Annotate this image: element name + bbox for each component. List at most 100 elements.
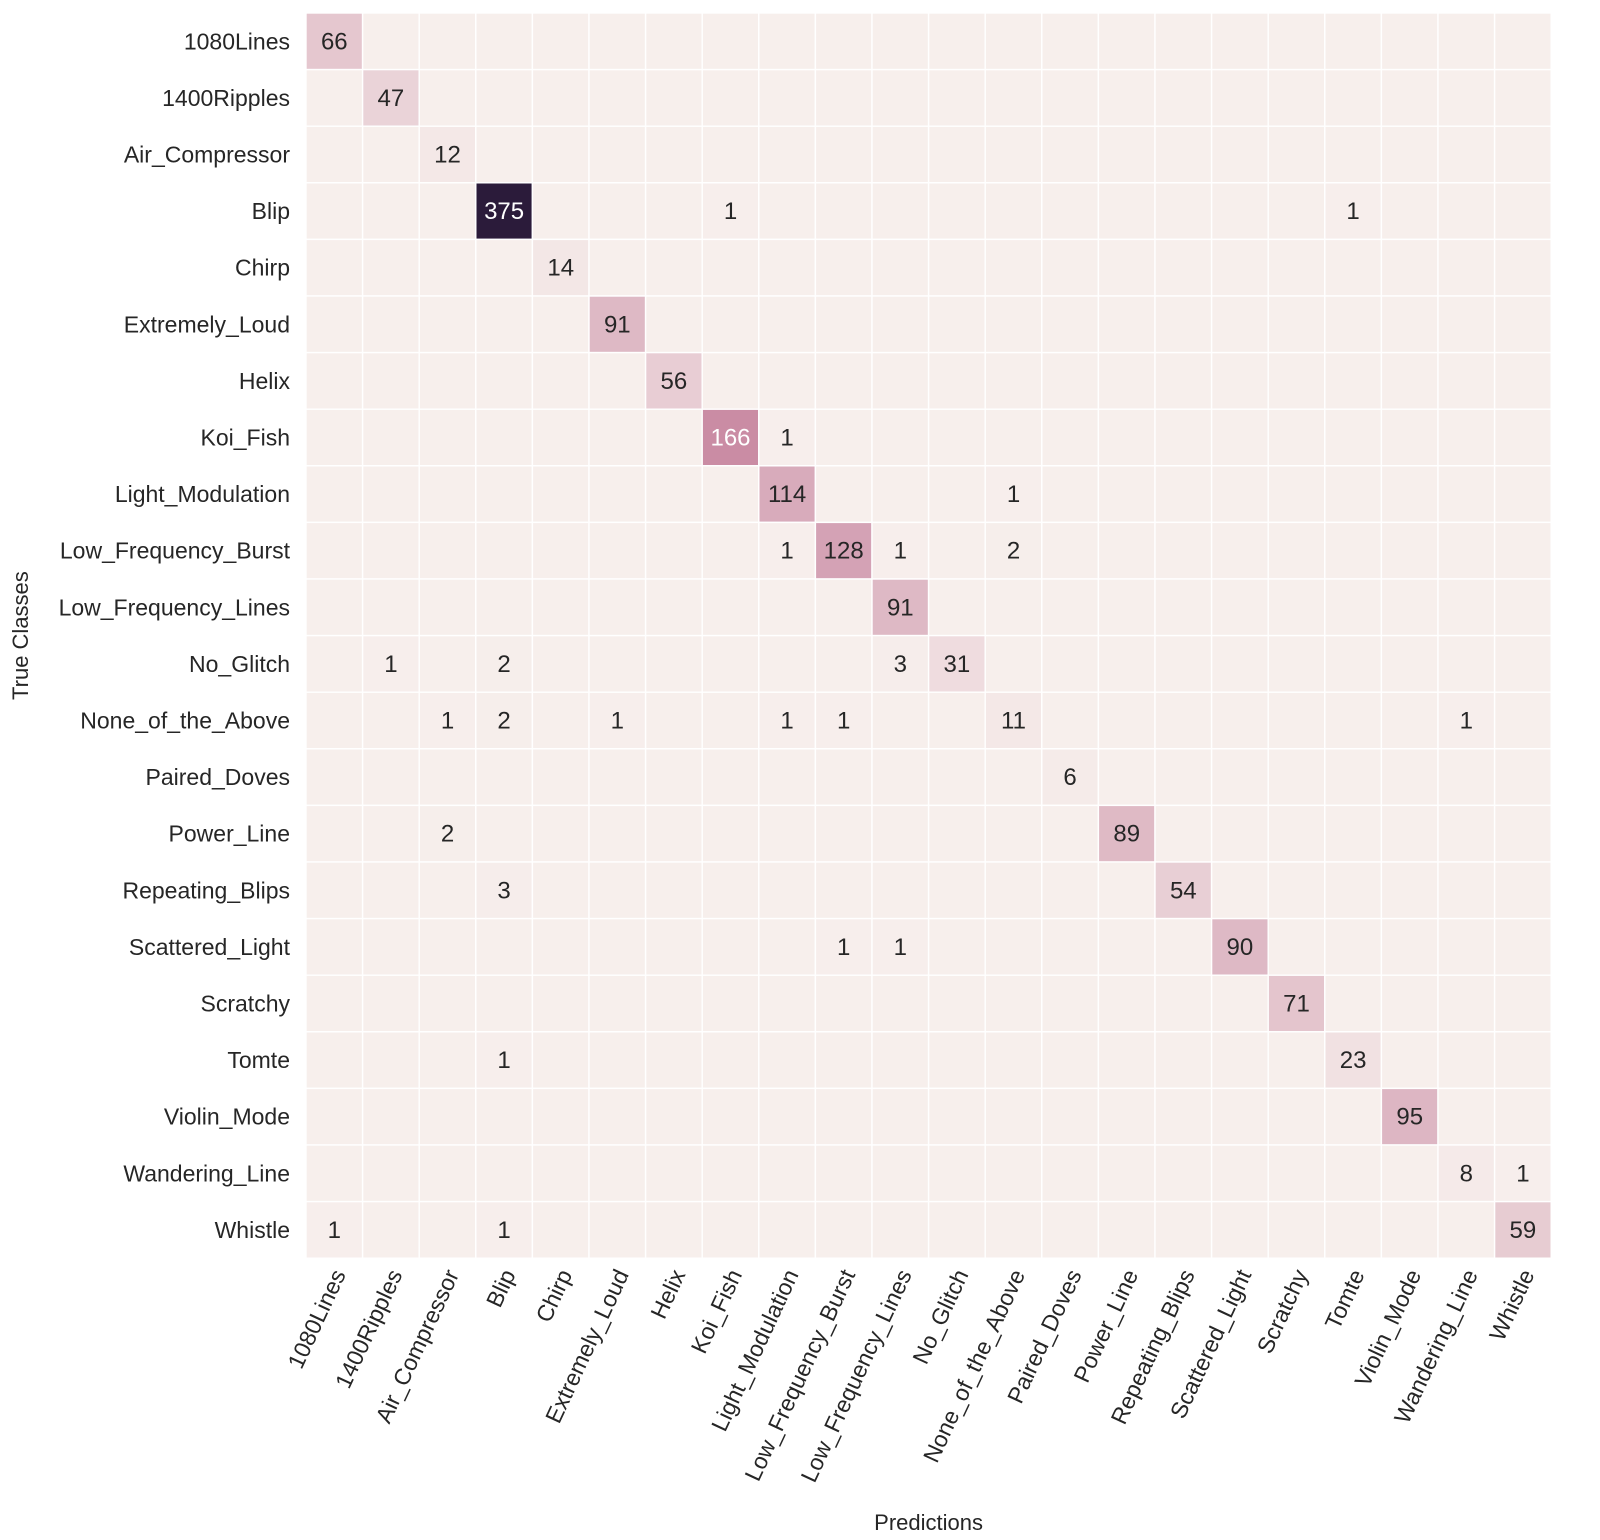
- heatmap-cell-low-frequency-burst-air-compressor: [418, 521, 477, 580]
- heatmap-cell-scratchy-blip: [475, 974, 534, 1033]
- heatmap-cell-1080lines-no-glitch: [927, 12, 986, 71]
- cell-value-label: 12: [434, 142, 461, 169]
- heatmap-cell-scattered-light-violin-mode: [1380, 917, 1439, 976]
- heatmap-cell-power-line-scratchy: [1267, 804, 1326, 863]
- heatmap-cell-low-frequency-burst-wandering-line: [1437, 521, 1496, 580]
- heatmap-cell-no-glitch-chirp: [531, 634, 590, 693]
- y-tick-label-helix: Helix: [239, 368, 291, 394]
- heatmap-cell-paired-doves-light-modulation: [758, 748, 817, 807]
- heatmap-cell-no-glitch-paired-doves: [1041, 634, 1100, 693]
- heatmap-cell-paired-doves-repeating-blips: [1154, 748, 1213, 807]
- heatmap-cell-paired-doves-low-frequency-lines: [871, 748, 930, 807]
- y-tick-label-scattered-light: Scattered_Light: [129, 934, 291, 960]
- heatmap-cell-wandering-line-air-compressor: [418, 1144, 477, 1203]
- y-tick-label-none-of-the-above: None_of_the_Above: [80, 708, 290, 734]
- heatmap-cell-paired-doves-wandering-line: [1437, 748, 1496, 807]
- heatmap-cell-low-frequency-burst-low-frequency-burst: [814, 521, 873, 580]
- heatmap-cell-power-line-chirp: [531, 804, 590, 863]
- heatmap-cell-low-frequency-burst-chirp: [531, 521, 590, 580]
- heatmap-cell-low-frequency-lines-wandering-line: [1437, 578, 1496, 637]
- heatmap-cell-blip-scratchy: [1267, 182, 1326, 241]
- heatmap-cell-power-line-power-line: [1097, 804, 1156, 863]
- heatmap-cell-none-of-the-above-no-glitch: [927, 691, 986, 750]
- heatmap-cell-1080lines-scratchy: [1267, 12, 1326, 71]
- cell-value-label: 66: [321, 28, 348, 55]
- x-axis-title: Predictions: [874, 1510, 983, 1535]
- heatmap-cell-low-frequency-burst-tomte: [1324, 521, 1383, 580]
- heatmap-cell-repeating-blips-blip: [475, 861, 534, 920]
- heatmap-cell-1400ripples-light-modulation: [758, 68, 817, 127]
- heatmap-cell-extremely-loud-chirp: [531, 295, 590, 354]
- heatmap-cell-chirp-repeating-blips: [1154, 238, 1213, 297]
- heatmap-cell-koi-fish-power-line: [1097, 408, 1156, 467]
- cell-value-label: 11: [1001, 708, 1026, 735]
- heatmap-cell-air-compressor-extremely-loud: [588, 125, 647, 184]
- heatmap-cell-wandering-line-whistle: [1493, 1144, 1552, 1203]
- heatmap-cell-whistle-extremely-loud: [588, 1200, 647, 1259]
- cell-value-label: 91: [887, 594, 914, 621]
- heatmap-cell-blip-no-glitch: [927, 182, 986, 241]
- cell-value-label: 1: [497, 1047, 510, 1074]
- heatmap-cell-scratchy-power-line: [1097, 974, 1156, 1033]
- y-tick-label-violin-mode: Violin_Mode: [164, 1104, 290, 1130]
- heatmap-cell-helix-scratchy: [1267, 351, 1326, 410]
- heatmap-cell-air-compressor-1080lines: [305, 125, 364, 184]
- heatmap-cell-repeating-blips-low-frequency-burst: [814, 861, 873, 920]
- heatmap-cell-scattered-light-whistle: [1493, 917, 1552, 976]
- cell-value-label: 1: [724, 198, 737, 225]
- heatmap-cell-koi-fish-scratchy: [1267, 408, 1326, 467]
- heatmap-cell-low-frequency-burst-power-line: [1097, 521, 1156, 580]
- heatmap-cell-blip-low-frequency-lines: [871, 182, 930, 241]
- heatmap-cell-whistle-blip: [475, 1200, 534, 1259]
- heatmap-cell-low-frequency-lines-1080lines: [305, 578, 364, 637]
- heatmap-cell-none-of-the-above-1400ripples: [361, 691, 420, 750]
- heatmap-cell-whistle-none-of-the-above: [984, 1200, 1043, 1259]
- heatmap-cell-repeating-blips-1400ripples: [361, 861, 420, 920]
- heatmap-cell-no-glitch-whistle: [1493, 634, 1552, 693]
- heatmap-cell-none-of-the-above-paired-doves: [1041, 691, 1100, 750]
- heatmap-cell-wandering-line-koi-fish: [701, 1144, 760, 1203]
- cell-value-label: 95: [1396, 1104, 1423, 1131]
- heatmap-cell-whistle-scattered-light: [1210, 1200, 1269, 1259]
- cell-value-label: 1: [780, 708, 793, 735]
- y-tick-label-extremely-loud: Extremely_Loud: [124, 311, 290, 337]
- heatmap-cell-low-frequency-lines-scratchy: [1267, 578, 1326, 637]
- cell-value-label: 1: [837, 708, 850, 735]
- heatmap-cell-paired-doves-extremely-loud: [588, 748, 647, 807]
- heatmap-cell-low-frequency-lines-tomte: [1324, 578, 1383, 637]
- heatmap-cell-none-of-the-above-chirp: [531, 691, 590, 750]
- heatmap-cell-helix-blip: [475, 351, 534, 410]
- heatmap-cell-power-line-tomte: [1324, 804, 1383, 863]
- heatmap-cell-light-modulation-scattered-light: [1210, 465, 1269, 524]
- heatmap-cell-koi-fish-koi-fish: [701, 408, 760, 467]
- heatmap-cell-light-modulation-repeating-blips: [1154, 465, 1213, 524]
- heatmap-cell-low-frequency-lines-chirp: [531, 578, 590, 637]
- heatmap-cell-low-frequency-burst-violin-mode: [1380, 521, 1439, 580]
- cell-value-label: 3: [497, 877, 510, 904]
- heatmap-cell-violin-mode-helix: [644, 1087, 703, 1146]
- heatmap-cell-blip-wandering-line: [1437, 182, 1496, 241]
- heatmap-cell-koi-fish-blip: [475, 408, 534, 467]
- heatmap-cell-tomte-light-modulation: [758, 1031, 817, 1090]
- cell-value-label: 71: [1283, 991, 1310, 1018]
- heatmap-cell-whistle-helix: [644, 1200, 703, 1259]
- cell-value-label: 23: [1340, 1047, 1367, 1074]
- heatmap-cell-helix-no-glitch: [927, 351, 986, 410]
- y-tick-label-no-glitch: No_Glitch: [189, 651, 290, 677]
- cell-value-label: 114: [768, 481, 806, 508]
- heatmap-cell-scattered-light-blip: [475, 917, 534, 976]
- heatmap-cell-chirp-light-modulation: [758, 238, 817, 297]
- heatmap-cell-1080lines-whistle: [1493, 12, 1552, 71]
- heatmap-cell-repeating-blips-helix: [644, 861, 703, 920]
- heatmap-cell-light-modulation-paired-doves: [1041, 465, 1100, 524]
- heatmap-cell-1400ripples-air-compressor: [418, 68, 477, 127]
- heatmap-cell-whistle-1400ripples: [361, 1200, 420, 1259]
- y-tick-label-power-line: Power_Line: [169, 821, 290, 847]
- heatmap-cell-no-glitch-blip: [475, 634, 534, 693]
- heatmap-cell-koi-fish-1080lines: [305, 408, 364, 467]
- heatmap-cell-wandering-line-1400ripples: [361, 1144, 420, 1203]
- heatmap-cell-whistle-violin-mode: [1380, 1200, 1439, 1259]
- cell-value-label: 2: [441, 821, 454, 848]
- heatmap-cell-air-compressor-air-compressor: [418, 125, 477, 184]
